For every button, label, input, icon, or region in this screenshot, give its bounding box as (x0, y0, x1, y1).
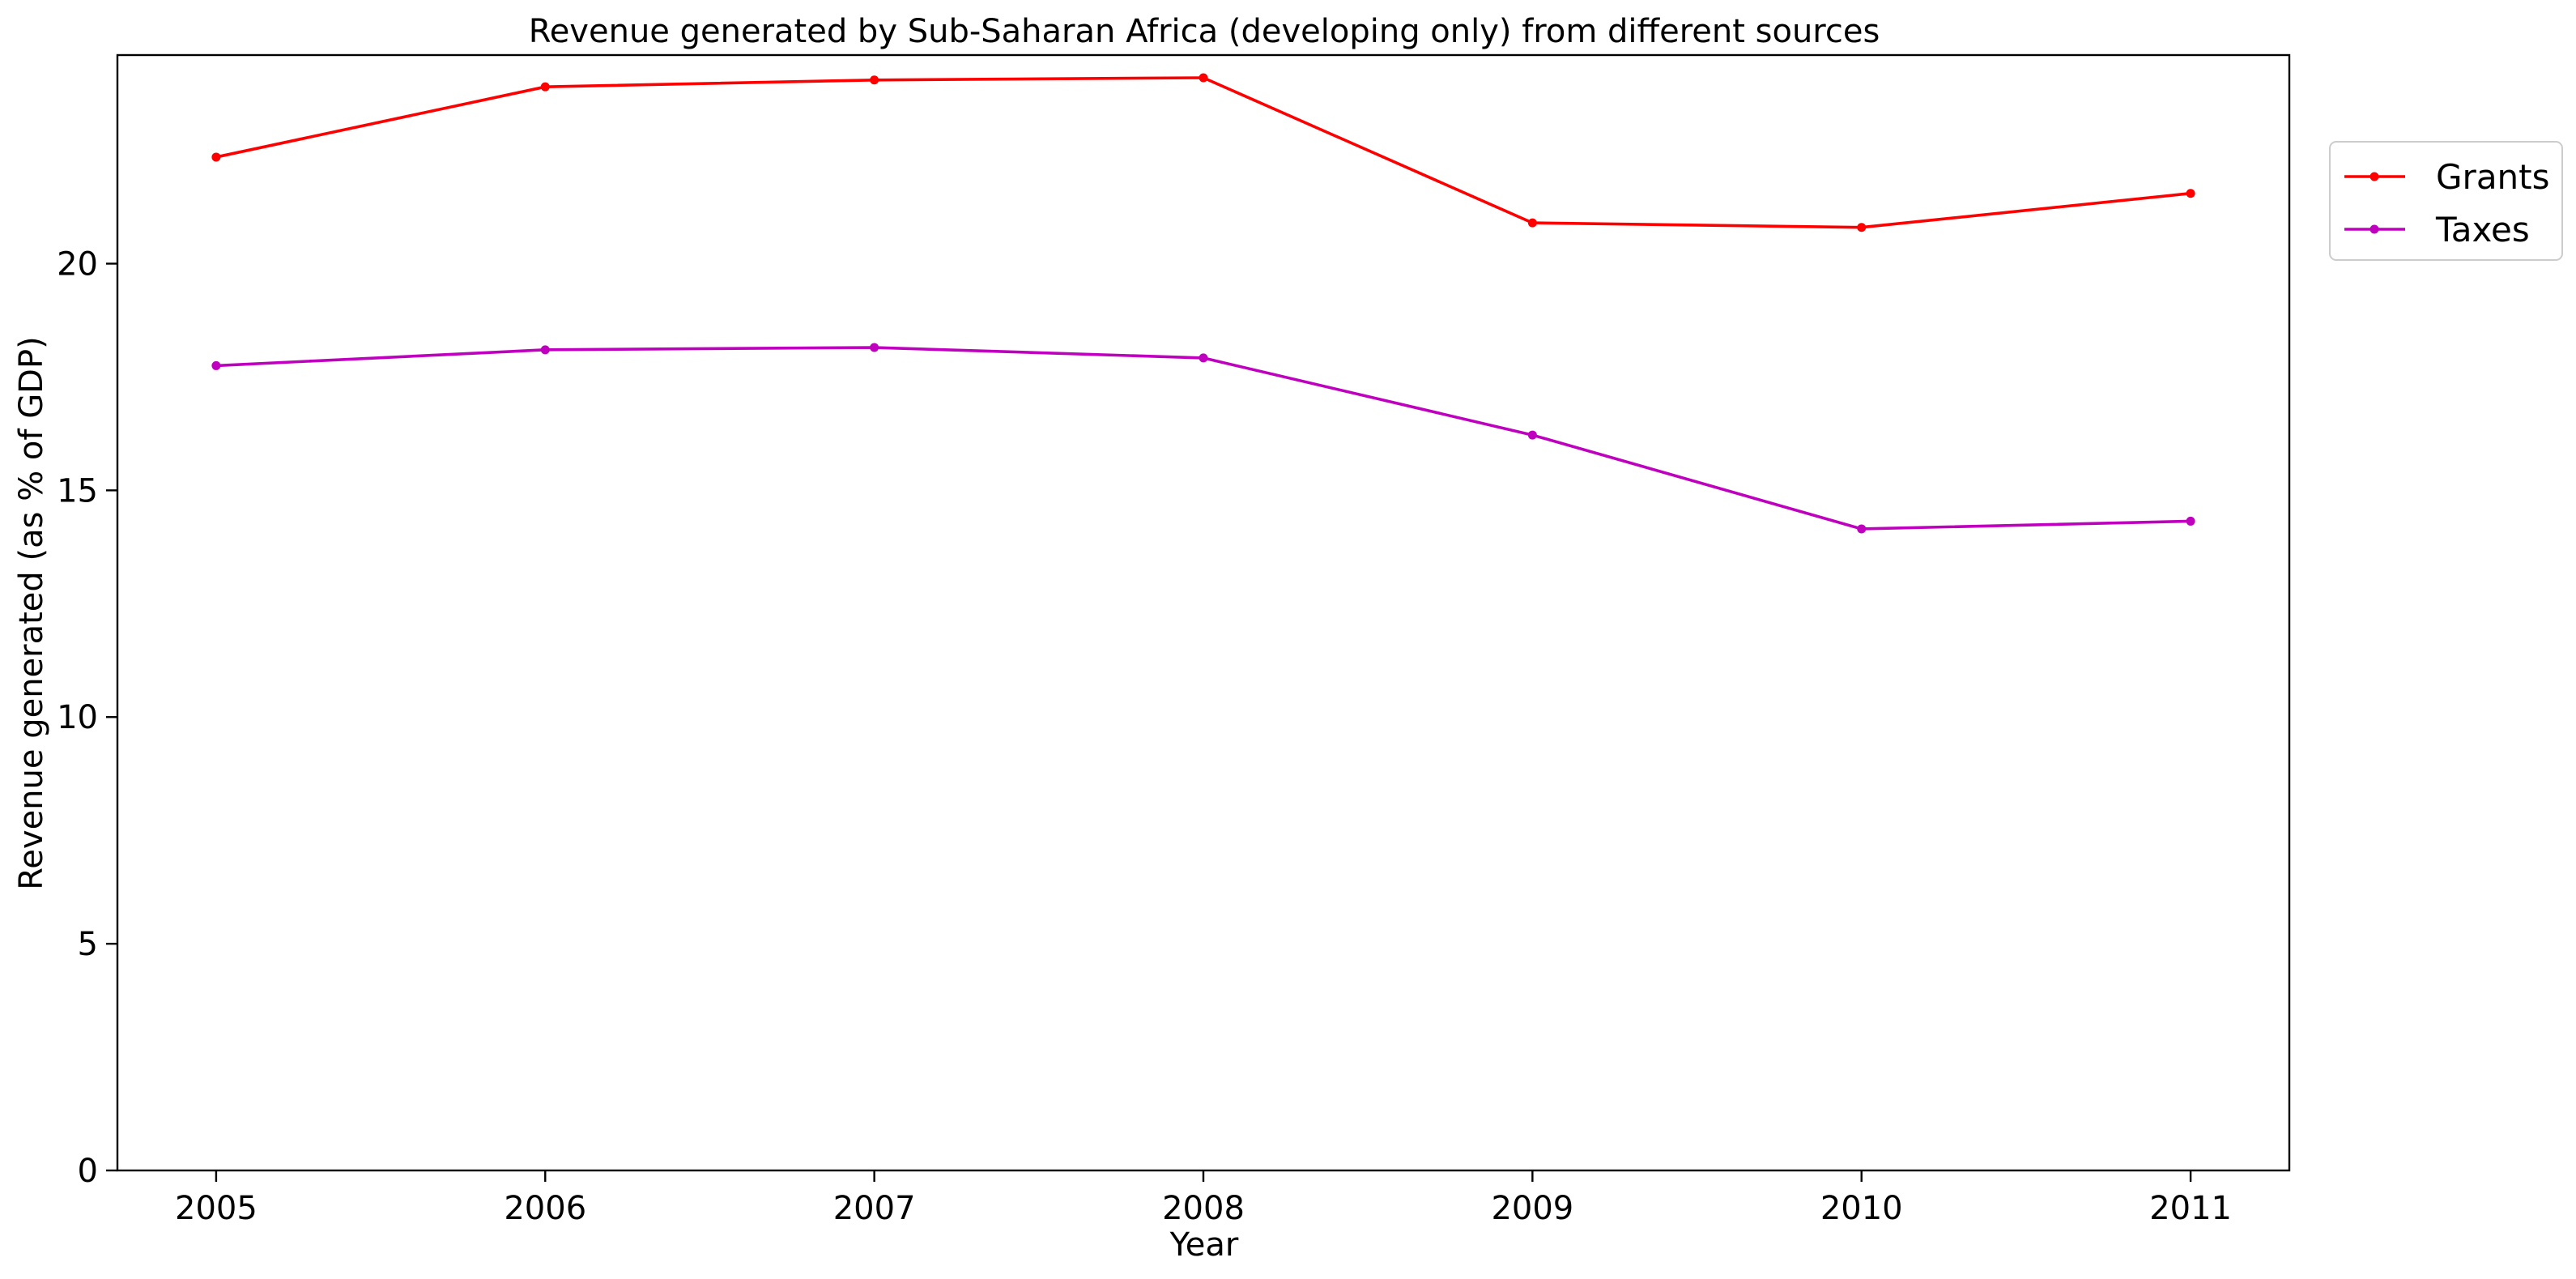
x-tick-label: 2010 (1820, 1190, 1903, 1227)
data-point-grants (1857, 223, 1867, 232)
legend-label-grants: Grants (2436, 157, 2550, 197)
data-point-taxes (540, 345, 550, 355)
plot-area (116, 53, 2291, 1172)
x-tick-label: 2011 (2149, 1190, 2232, 1227)
x-tick-label: 2009 (1491, 1190, 1573, 1227)
x-tick-label: 2008 (1162, 1190, 1245, 1227)
data-point-grants (870, 75, 879, 85)
x-tick-label: 2006 (504, 1190, 586, 1227)
data-point-taxes (1857, 524, 1867, 534)
y-tick-label: 0 (78, 1153, 98, 1190)
x-axis-label: Year (1169, 1226, 1239, 1264)
y-axis: 0 5 10 15 20 (57, 245, 117, 1190)
x-axis: 2005 2006 2007 2008 2009 2010 2011 (175, 1170, 2232, 1227)
y-axis-label: Revenue generated (as % of GDP) (13, 336, 50, 889)
series-line-grants (215, 76, 2191, 229)
data-point-taxes (1199, 353, 1208, 363)
y-tick-label: 10 (57, 699, 98, 736)
data-point-grants (1199, 73, 1208, 83)
legend-marker-grants (2369, 172, 2379, 181)
chart-title: Revenue generated by Sub-Saharan Africa … (529, 13, 1880, 50)
legend-marker-taxes (2369, 224, 2379, 234)
data-point-grants (1527, 218, 1537, 228)
x-tick-label: 2005 (175, 1190, 258, 1227)
data-point-grants (540, 82, 550, 92)
data-point-taxes (211, 360, 221, 370)
x-tick-label: 2007 (833, 1190, 916, 1227)
y-tick-label: 5 (78, 926, 98, 963)
data-point-taxes (2186, 516, 2195, 526)
data-point-grants (211, 152, 221, 162)
series-layer (211, 73, 2195, 534)
y-tick-label: 20 (57, 245, 98, 283)
plot-frame (116, 53, 2291, 1172)
data-point-taxes (1527, 430, 1537, 440)
data-point-taxes (870, 343, 879, 352)
y-tick-label: 15 (57, 472, 98, 509)
data-point-grants (2186, 189, 2195, 198)
series-line-taxes (215, 346, 2191, 531)
legend: Grants Taxes (2329, 141, 2563, 261)
legend-label-taxes: Taxes (2435, 210, 2530, 249)
